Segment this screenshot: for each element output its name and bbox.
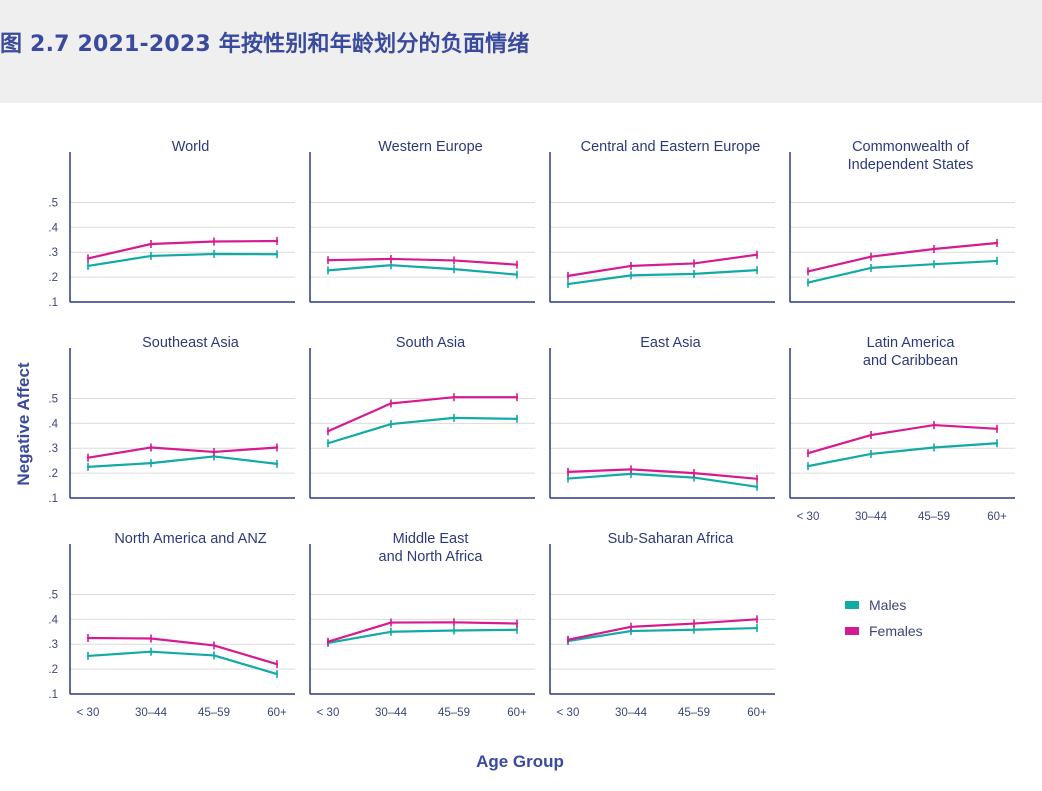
page-title: 图 2.7 2021-2023 年按性别和年龄划分的负面情绪	[0, 32, 530, 57]
y-tick-label: .1	[48, 297, 58, 309]
panel-title: and Caribbean	[863, 353, 958, 369]
series-line-females	[566, 253, 759, 277]
x-tick-label: 60+	[747, 707, 767, 719]
panel-title: Southeast Asia	[142, 335, 240, 351]
panel-title: Western Europe	[378, 139, 483, 155]
x-tick-label: 30–44	[855, 511, 888, 523]
series-line-females	[326, 396, 519, 433]
x-axis-title: Age Group	[476, 752, 564, 771]
x-tick-label: 45–59	[678, 707, 710, 719]
y-tick-label: .2	[48, 664, 58, 676]
y-tick-label: .4	[48, 418, 58, 430]
x-tick-label: < 30	[77, 707, 100, 719]
x-tick-label: 30–44	[135, 707, 168, 719]
panel-title: Commonwealth of	[852, 139, 970, 155]
y-tick-label: .4	[48, 614, 58, 626]
panel-title: Sub-Saharan Africa	[608, 531, 735, 547]
series-line-males	[86, 650, 279, 676]
series-line-females	[86, 446, 279, 459]
series-line-males	[86, 252, 279, 268]
panel-title: and North Africa	[379, 549, 484, 565]
y-tick-label: .1	[48, 689, 58, 701]
x-tick-label: 45–59	[918, 511, 950, 523]
series-line-males	[326, 628, 519, 645]
series-line-females	[86, 239, 279, 260]
x-tick-label: 30–44	[375, 707, 408, 719]
y-tick-label: .4	[48, 222, 58, 234]
panel-title: Middle East	[393, 531, 469, 547]
x-tick-label: < 30	[557, 707, 580, 719]
series-line-males	[326, 416, 519, 445]
series-line-females	[566, 468, 759, 480]
legend-label: Females	[869, 623, 923, 639]
panel-title: World	[172, 139, 210, 155]
series-line-females	[806, 423, 999, 455]
panel-title: Central and Eastern Europe	[581, 139, 761, 155]
y-tick-label: .5	[48, 197, 58, 209]
series-line-males	[806, 259, 999, 284]
x-tick-label: 45–59	[438, 707, 470, 719]
y-axis-title: Negative Affect	[14, 362, 33, 485]
series-line-females	[806, 241, 999, 273]
panel-title: East Asia	[640, 335, 701, 351]
y-tick-label: .1	[48, 493, 58, 505]
panel-title: Latin America	[867, 335, 956, 351]
x-tick-label: 60+	[987, 511, 1007, 523]
series-line-females	[326, 257, 519, 266]
series-line-males	[566, 626, 759, 643]
y-tick-label: .3	[48, 443, 58, 455]
x-tick-label: < 30	[317, 707, 340, 719]
series-line-females	[566, 618, 759, 641]
series-line-males	[566, 472, 759, 488]
series-line-males	[566, 269, 759, 286]
legend-swatch-males	[845, 601, 859, 609]
series-line-males	[86, 455, 279, 468]
legend-swatch-females	[845, 627, 859, 635]
y-tick-label: .5	[48, 589, 58, 601]
series-line-females	[326, 621, 519, 643]
x-tick-label: < 30	[797, 511, 820, 523]
panel-title: North America and ANZ	[114, 531, 266, 547]
legend-label: Males	[869, 597, 906, 613]
y-tick-label: .2	[48, 272, 58, 284]
y-tick-label: .3	[48, 639, 58, 651]
panel-title: Independent States	[848, 157, 974, 173]
x-tick-label: 30–44	[615, 707, 648, 719]
y-tick-label: .5	[48, 393, 58, 405]
series-line-females	[86, 636, 279, 666]
x-tick-label: 60+	[267, 707, 287, 719]
x-tick-label: 60+	[507, 707, 527, 719]
panel-title: South Asia	[396, 335, 466, 351]
y-tick-label: .3	[48, 247, 58, 259]
y-tick-label: .2	[48, 468, 58, 480]
x-tick-label: 45–59	[198, 707, 230, 719]
title-bar: 图 2.7 2021-2023 年按性别和年龄划分的负面情绪	[0, 0, 1042, 103]
series-line-males	[806, 442, 999, 468]
series-line-males	[326, 264, 519, 276]
